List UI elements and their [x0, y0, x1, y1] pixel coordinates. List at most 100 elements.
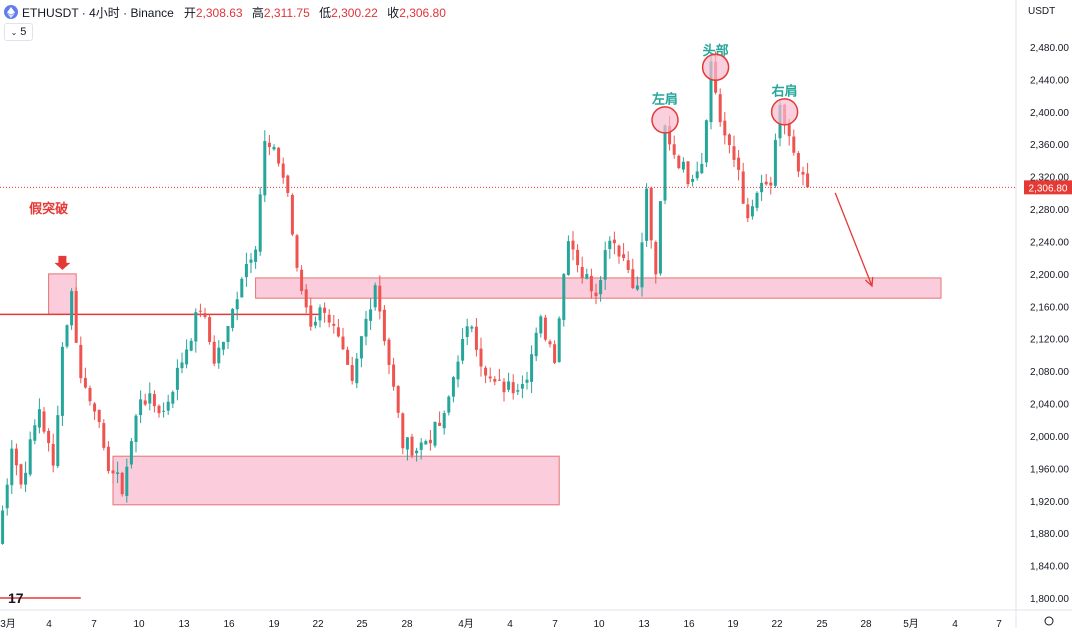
eth-icon — [4, 5, 18, 19]
annotation-label: 头部 — [703, 43, 729, 58]
time-tick-label: 10 — [593, 619, 605, 628]
time-tick-label: 4 — [507, 619, 513, 628]
candle-body — [281, 163, 285, 178]
candle-body — [74, 291, 78, 343]
candle-body — [166, 401, 170, 411]
candle — [171, 390, 175, 408]
candle-body — [143, 400, 147, 405]
candle — [28, 431, 32, 477]
candle — [566, 235, 570, 276]
down-arrow-icon — [54, 255, 71, 270]
candle — [185, 339, 189, 369]
candle — [700, 152, 704, 175]
candle-body — [286, 175, 290, 193]
candle-body — [396, 386, 400, 413]
candle — [281, 157, 285, 184]
candle-body — [654, 241, 658, 275]
candle-body — [461, 338, 465, 361]
candle-body — [516, 390, 520, 392]
candle — [74, 287, 78, 344]
candle-body — [139, 399, 143, 416]
candle-body — [626, 260, 630, 271]
candle-body — [447, 396, 451, 413]
candle-body — [493, 378, 497, 382]
candle-body — [60, 346, 64, 416]
open-value: 2,308.63 — [195, 5, 243, 20]
candle — [244, 252, 248, 287]
price-tick-label: 2,120.00 — [1030, 335, 1069, 346]
demand-zone — [112, 455, 560, 506]
candle — [718, 88, 722, 127]
candle — [497, 368, 501, 381]
candle-body — [645, 188, 649, 241]
candle-body — [231, 308, 235, 328]
candle-body — [97, 409, 101, 423]
candle-body — [106, 446, 110, 472]
price-tick-label: 1,880.00 — [1030, 529, 1069, 540]
candle-body — [194, 312, 198, 342]
candle-body — [189, 340, 193, 351]
projection-arrowhead — [864, 277, 874, 288]
candle — [14, 443, 18, 476]
candle-body — [704, 120, 708, 163]
close-value: 2,306.80 — [399, 5, 446, 20]
symbol-title[interactable]: ETHUSDT · 4小时 · Binance — [22, 5, 174, 20]
candle — [796, 151, 800, 178]
candle — [594, 283, 598, 305]
candle-body — [507, 381, 511, 390]
pattern-circle — [701, 53, 730, 82]
candle-body — [401, 413, 405, 449]
candle — [626, 251, 630, 274]
candle-body — [428, 439, 432, 444]
candle-body — [465, 326, 469, 338]
candle-body — [718, 94, 722, 123]
candle-body — [438, 422, 442, 426]
time-tick-label: 19 — [268, 619, 280, 628]
currency-label[interactable]: USDT — [1028, 6, 1056, 17]
price-tick-label: 2,360.00 — [1030, 140, 1069, 151]
candle — [571, 231, 575, 261]
candle — [221, 341, 225, 356]
candle — [493, 376, 497, 386]
candle-body — [511, 382, 515, 394]
time-tick-label: 13 — [178, 619, 190, 628]
candle — [520, 375, 524, 399]
candle — [507, 372, 511, 393]
candle-body — [576, 249, 580, 266]
candle — [737, 149, 741, 181]
candle-body — [539, 316, 543, 334]
indicator-toggle-button[interactable]: ⌄ 5 — [4, 23, 33, 41]
price-tick-label: 1,840.00 — [1030, 562, 1069, 573]
candle — [686, 161, 690, 187]
candle-body — [695, 171, 699, 179]
candle-body — [410, 436, 414, 456]
candle — [166, 394, 170, 416]
candle — [267, 135, 271, 156]
candle — [640, 232, 644, 297]
candle — [548, 339, 552, 348]
candle — [410, 433, 414, 459]
candle-body — [267, 142, 271, 148]
price-axis: 2,480.00 2,440.00 2,400.00 2,360.00 2,320.00… — [1030, 43, 1069, 605]
candle-body — [152, 394, 156, 407]
candle-body — [737, 157, 741, 170]
candle — [704, 119, 708, 168]
candle — [479, 337, 483, 377]
candle — [79, 336, 83, 384]
time-tick-label: 16 — [683, 619, 695, 628]
candle — [580, 256, 584, 284]
candle-body — [681, 161, 685, 170]
candle — [557, 316, 561, 363]
candle — [539, 314, 543, 338]
candle-body — [304, 289, 308, 308]
candle — [24, 461, 28, 493]
candle — [323, 302, 327, 323]
candle-body — [612, 239, 616, 244]
candle — [157, 404, 161, 418]
candle-body — [566, 241, 570, 275]
zones — [48, 273, 942, 506]
candle-body — [258, 194, 262, 252]
candle — [484, 365, 488, 384]
